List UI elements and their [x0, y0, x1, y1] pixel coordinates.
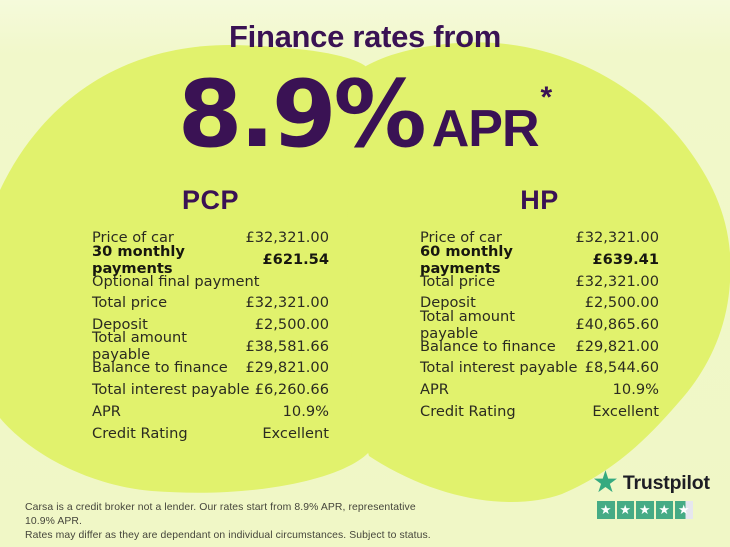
row-value: £621.54	[262, 251, 329, 269]
row-label: APR	[420, 381, 449, 399]
trustpilot-wordmark: Trustpilot	[622, 471, 710, 494]
row-value: £32,321.00	[245, 229, 329, 247]
row-value: £32,321.00	[575, 272, 659, 290]
table-row: 30 monthly payments £621.54	[92, 243, 329, 277]
table-row: Credit Rating Excellent	[92, 422, 329, 444]
banner-title: Finance rates from	[229, 19, 501, 54]
rating-star-box: ★	[597, 501, 615, 519]
rating-star-box: ★	[636, 501, 654, 519]
hp-finance-table: HP Price of car £32,321.00 60 monthly pa…	[420, 186, 659, 422]
row-label: Total amount payable	[420, 307, 516, 342]
trustpilot-star-icon: ★	[592, 466, 619, 499]
row-label: 60 monthly payments	[420, 242, 513, 277]
row-label: Deposit	[92, 316, 148, 334]
rate-asterisk: *	[540, 81, 553, 114]
row-value: £2,500.00	[584, 294, 659, 312]
table-row: Total interest payable £8,544.60	[420, 357, 659, 379]
table-row: Balance to finance £29,821.00	[92, 357, 329, 379]
table-row: Credit Rating Excellent	[420, 401, 659, 423]
row-value: £639.41	[592, 251, 659, 269]
row-label: Total interest payable	[92, 381, 250, 399]
row-label: 30 monthly payments	[92, 242, 185, 277]
right-blob-shape	[346, 42, 730, 502]
rate-value: 8.9%	[177, 60, 427, 168]
left-blob-shape	[0, 44, 393, 493]
table-row: APR 10.9%	[92, 401, 329, 423]
row-label: Credit Rating	[92, 424, 188, 442]
table-row: Optional final payment	[92, 270, 329, 292]
row-label: Total amount payable	[92, 329, 188, 364]
pcp-table-title: PCP	[181, 185, 240, 215]
row-value: £29,821.00	[245, 359, 329, 377]
row-value: £32,321.00	[575, 229, 659, 247]
table-row: Deposit £2,500.00	[92, 314, 329, 336]
disclaimer-text: Carsa is a credit broker not a lender. O…	[25, 501, 445, 542]
row-value: £8,544.60	[584, 359, 659, 377]
table-row: Total amount payable £38,581.66	[92, 329, 329, 363]
table-row: Total interest payable £6,260.66	[92, 379, 329, 401]
table-row: Total price £32,321.00	[420, 270, 659, 292]
row-value: 10.9%	[612, 381, 659, 399]
star-icon: ★	[677, 502, 690, 518]
row-label: Total price	[420, 272, 496, 290]
star-icon: ★	[599, 502, 612, 518]
row-label: Total interest payable	[420, 359, 578, 377]
trustpilot-logo: ★ Trustpilot	[592, 468, 710, 498]
rating-half-star-box: ★	[675, 501, 693, 519]
rate-headline: 8.9% APR*	[0, 54, 730, 186]
row-label: Deposit	[420, 294, 476, 312]
trustpilot-widget: ★ Trustpilot ★ ★ ★ ★ ★	[592, 468, 710, 519]
table-row: Total amount payable £40,865.60	[420, 308, 659, 342]
table-row: 60 monthly payments £639.41	[420, 243, 659, 277]
table-row: Deposit £2,500.00	[420, 292, 659, 314]
row-label: Balance to finance	[420, 337, 556, 355]
row-value: £6,260.66	[254, 381, 329, 399]
row-label: Optional final payment	[92, 272, 260, 290]
table-row: Price of car £32,321.00	[92, 227, 329, 249]
disclaimer-line-2: Rates may differ as they are dependant o…	[25, 529, 431, 541]
row-label: Credit Rating	[420, 402, 516, 420]
row-value: £38,581.66	[245, 337, 329, 355]
row-value: £40,865.60	[575, 316, 659, 334]
hp-table-title: HP	[520, 185, 559, 215]
row-value: £29,821.00	[575, 337, 659, 355]
row-value: Excellent	[262, 424, 329, 442]
row-label: APR	[92, 402, 121, 420]
row-value: Excellent	[592, 402, 659, 420]
row-value: £32,321.00	[245, 294, 329, 312]
star-icon: ★	[619, 502, 632, 518]
row-label: Price of car	[420, 229, 502, 247]
disclaimer-line-1: Carsa is a credit broker not a lender. O…	[25, 502, 416, 527]
row-value: £2,500.00	[254, 316, 329, 334]
table-row: APR 10.9%	[420, 379, 659, 401]
rate-apr-label: APR	[431, 100, 540, 158]
star-icon: ★	[638, 502, 651, 518]
row-value: 10.9%	[282, 402, 329, 420]
row-label: Price of car	[92, 229, 174, 247]
table-row: Total price £32,321.00	[92, 292, 329, 314]
star-icon: ★	[658, 502, 671, 518]
pcp-finance-table: PCP Price of car £32,321.00 30 monthly p…	[92, 186, 329, 444]
table-row: Price of car £32,321.00	[420, 227, 659, 249]
rating-star-box: ★	[616, 501, 634, 519]
rating-star-box: ★	[655, 501, 673, 519]
table-row: Balance to finance £29,821.00	[420, 335, 659, 357]
row-label: Balance to finance	[92, 359, 228, 377]
row-label: Total price	[92, 294, 168, 312]
trustpilot-rating-4-5-stars: ★ ★ ★ ★ ★	[597, 501, 710, 519]
